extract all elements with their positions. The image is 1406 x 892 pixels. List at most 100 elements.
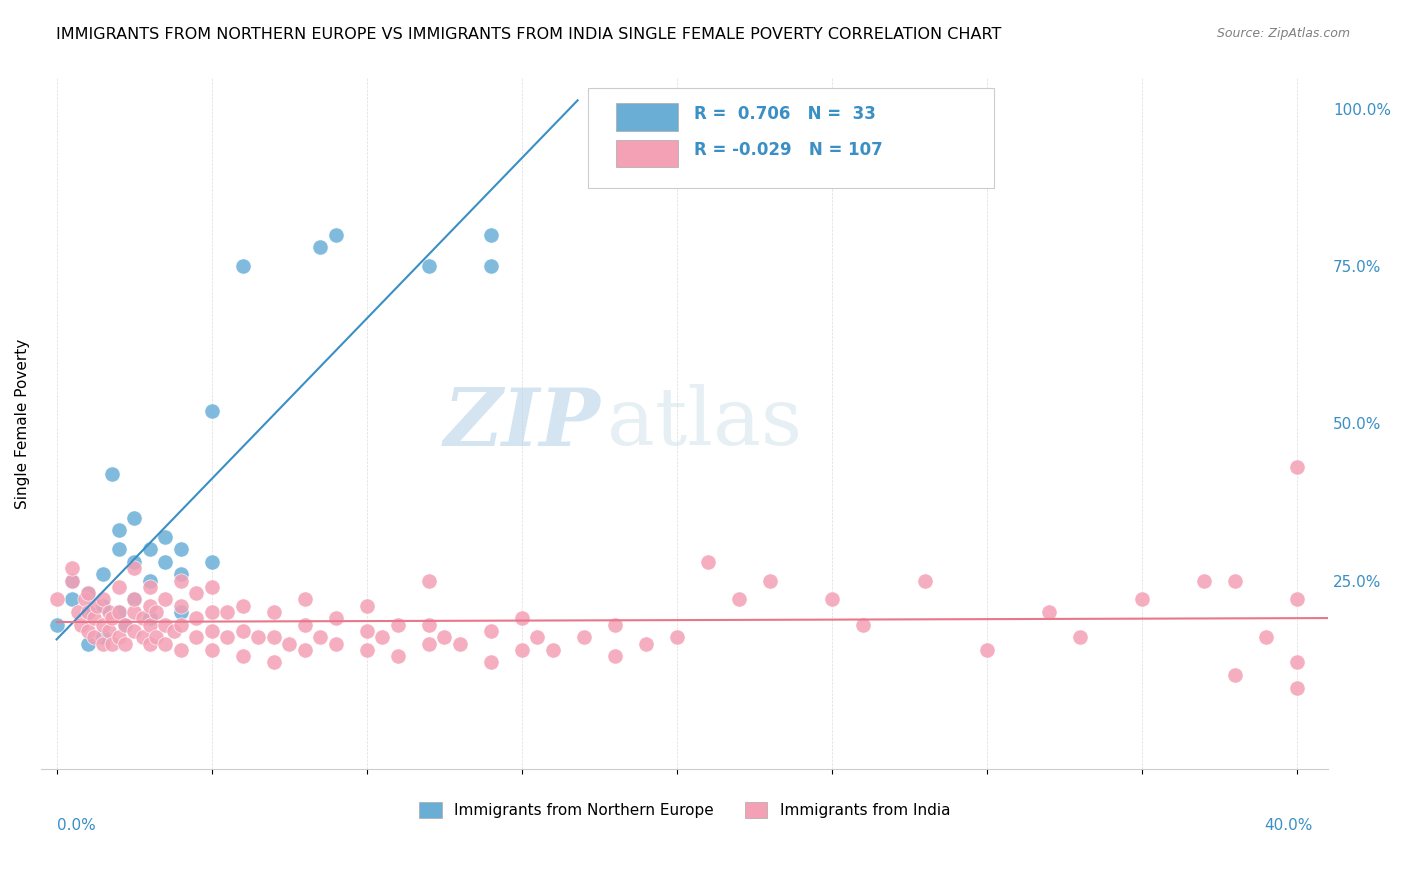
Point — [114, 617, 136, 632]
Point — [1286, 681, 1309, 695]
Point — [418, 574, 440, 588]
Point — [138, 599, 160, 613]
Point — [759, 574, 782, 588]
Point — [60, 592, 83, 607]
Point — [91, 617, 114, 632]
Point — [356, 624, 378, 638]
Point — [449, 636, 471, 650]
Y-axis label: Single Female Poverty: Single Female Poverty — [15, 338, 30, 508]
Point — [138, 542, 160, 557]
Point — [1069, 630, 1091, 644]
Point — [309, 630, 332, 644]
Point — [91, 592, 114, 607]
Point — [138, 580, 160, 594]
Point — [101, 636, 124, 650]
Point — [1286, 656, 1309, 670]
Text: atlas: atlas — [607, 384, 803, 462]
Point — [122, 592, 145, 607]
Point — [114, 617, 136, 632]
Point — [138, 636, 160, 650]
Point — [132, 611, 155, 625]
Point — [572, 630, 595, 644]
Point — [107, 580, 129, 594]
Point — [603, 649, 626, 664]
Point — [418, 259, 440, 273]
Point — [186, 586, 208, 600]
Point — [169, 617, 191, 632]
Point — [387, 649, 409, 664]
Point — [76, 586, 98, 600]
Point — [145, 630, 167, 644]
Point — [98, 624, 121, 638]
Point — [107, 542, 129, 557]
Point — [603, 617, 626, 632]
Point — [107, 605, 129, 619]
Point — [387, 617, 409, 632]
Point — [153, 530, 176, 544]
Point — [232, 624, 254, 638]
Point — [696, 555, 718, 569]
Point — [976, 642, 998, 657]
Point — [138, 617, 160, 632]
Point — [821, 592, 844, 607]
Point — [479, 259, 502, 273]
Point — [145, 605, 167, 619]
Point — [91, 630, 114, 644]
Point — [45, 592, 67, 607]
Point — [122, 561, 145, 575]
Legend: Immigrants from Northern Europe, Immigrants from India: Immigrants from Northern Europe, Immigra… — [413, 796, 956, 824]
Point — [1223, 574, 1246, 588]
Point — [479, 656, 502, 670]
Point — [169, 567, 191, 582]
Point — [67, 605, 90, 619]
Text: R =  0.706   N =  33: R = 0.706 N = 33 — [693, 105, 876, 123]
Point — [247, 630, 270, 644]
Point — [76, 624, 98, 638]
FancyBboxPatch shape — [588, 87, 994, 188]
Point — [356, 642, 378, 657]
Point — [132, 630, 155, 644]
Point — [201, 642, 224, 657]
Point — [91, 567, 114, 582]
Point — [186, 611, 208, 625]
Point — [263, 605, 285, 619]
Point — [153, 617, 176, 632]
Point — [510, 611, 533, 625]
Point — [1192, 574, 1215, 588]
Point — [169, 574, 191, 588]
Point — [83, 630, 105, 644]
Point — [433, 630, 456, 644]
Text: 40.0%: 40.0% — [1264, 818, 1313, 833]
Point — [526, 630, 548, 644]
Point — [325, 227, 347, 242]
Point — [169, 642, 191, 657]
Point — [186, 630, 208, 644]
Point — [263, 656, 285, 670]
Text: IMMIGRANTS FROM NORTHERN EUROPE VS IMMIGRANTS FROM INDIA SINGLE FEMALE POVERTY C: IMMIGRANTS FROM NORTHERN EUROPE VS IMMIG… — [56, 27, 1001, 42]
Point — [153, 636, 176, 650]
Point — [122, 510, 145, 524]
Point — [153, 555, 176, 569]
Point — [1286, 460, 1309, 475]
Point — [325, 636, 347, 650]
Point — [91, 636, 114, 650]
Point — [479, 624, 502, 638]
Point — [138, 611, 160, 625]
Point — [371, 630, 394, 644]
Point — [107, 524, 129, 538]
Point — [138, 574, 160, 588]
Point — [325, 611, 347, 625]
Point — [91, 599, 114, 613]
Point — [122, 624, 145, 638]
Point — [76, 636, 98, 650]
Point — [76, 605, 98, 619]
Point — [728, 592, 751, 607]
Point — [201, 605, 224, 619]
Text: ZIP: ZIP — [444, 384, 600, 462]
Point — [278, 636, 301, 650]
Point — [60, 561, 83, 575]
Point — [1256, 630, 1278, 644]
Point — [294, 642, 316, 657]
Point — [76, 586, 98, 600]
Point — [201, 580, 224, 594]
